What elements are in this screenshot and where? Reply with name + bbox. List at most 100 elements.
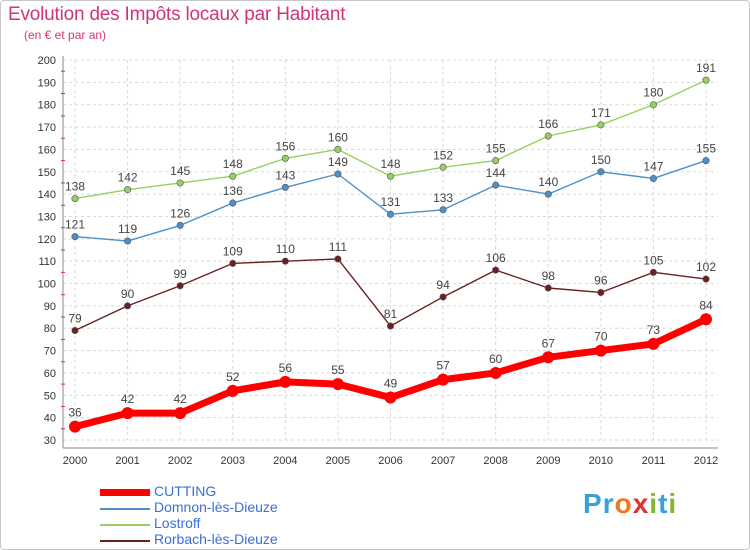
data-point-domnon-l-s-dieuze bbox=[334, 170, 342, 178]
y-tick-label: 110 bbox=[38, 256, 56, 268]
data-label-lostroff: 171 bbox=[591, 106, 611, 120]
y-tick-label: 180 bbox=[38, 100, 56, 112]
legend-item: Domnon-lès-Dieuze bbox=[100, 499, 360, 516]
data-point-cutting bbox=[331, 378, 344, 391]
legend-label: Lostroff bbox=[154, 515, 201, 531]
data-label-lostroff: 142 bbox=[118, 171, 138, 185]
y-tick-label: 50 bbox=[44, 390, 56, 402]
data-label-lostroff: 156 bbox=[275, 139, 295, 153]
data-label-rorbach-l-s-dieuze: 110 bbox=[276, 242, 295, 256]
data-point-rorbach-l-s-dieuze bbox=[544, 284, 552, 292]
data-point-rorbach-l-s-dieuze bbox=[124, 302, 132, 310]
data-point-lostroff bbox=[492, 157, 500, 165]
x-tick-label: 2005 bbox=[326, 455, 350, 467]
data-point-lostroff bbox=[71, 195, 79, 203]
y-tick-label: 200 bbox=[38, 55, 56, 67]
logo-letter: i bbox=[668, 488, 678, 519]
data-point-lostroff bbox=[334, 145, 342, 153]
logo-letter: t bbox=[658, 488, 669, 519]
y-tick-label: 170 bbox=[38, 122, 56, 134]
logo-letter: o bbox=[614, 488, 633, 519]
data-point-lostroff bbox=[649, 101, 657, 109]
data-label-lostroff: 148 bbox=[380, 157, 400, 171]
data-point-cutting bbox=[594, 344, 607, 357]
data-point-cutting bbox=[279, 375, 292, 388]
y-tick-label: 70 bbox=[44, 346, 56, 358]
data-point-domnon-l-s-dieuze bbox=[176, 221, 184, 229]
data-point-lostroff bbox=[176, 179, 184, 187]
y-tick-label: 130 bbox=[38, 211, 56, 223]
data-label-cutting: 70 bbox=[594, 330, 608, 344]
data-point-cutting bbox=[542, 351, 555, 364]
data-point-rorbach-l-s-dieuze bbox=[71, 326, 79, 334]
data-label-lostroff: 180 bbox=[643, 86, 663, 100]
y-tick-label: 80 bbox=[44, 323, 56, 335]
data-point-lostroff bbox=[702, 76, 710, 84]
data-label-domnon-l-s-dieuze: 126 bbox=[170, 206, 190, 220]
data-label-lostroff: 152 bbox=[433, 148, 453, 162]
data-label-rorbach-l-s-dieuze: 96 bbox=[594, 273, 608, 287]
data-label-domnon-l-s-dieuze: 155 bbox=[696, 142, 716, 156]
chart-subtitle: (en € et par an) bbox=[24, 28, 107, 42]
data-label-lostroff: 160 bbox=[328, 130, 348, 144]
data-label-rorbach-l-s-dieuze: 98 bbox=[542, 269, 556, 283]
data-label-domnon-l-s-dieuze: 143 bbox=[275, 168, 295, 182]
data-point-cutting bbox=[384, 391, 397, 404]
data-point-cutting bbox=[69, 420, 81, 433]
data-label-rorbach-l-s-dieuze: 90 bbox=[121, 287, 135, 301]
data-label-cutting: 56 bbox=[279, 361, 293, 375]
legend-swatch bbox=[100, 508, 150, 510]
data-label-domnon-l-s-dieuze: 119 bbox=[118, 222, 137, 236]
data-label-lostroff: 145 bbox=[170, 164, 190, 178]
data-point-cutting bbox=[174, 407, 187, 420]
y-tick-label: 100 bbox=[38, 279, 56, 291]
data-label-rorbach-l-s-dieuze: 81 bbox=[384, 307, 398, 321]
data-point-rorbach-l-s-dieuze bbox=[702, 275, 710, 283]
data-point-lostroff bbox=[597, 121, 605, 129]
data-label-lostroff: 166 bbox=[538, 117, 558, 131]
x-tick-label: 2011 bbox=[642, 455, 666, 467]
data-label-cutting: 57 bbox=[436, 359, 450, 373]
data-label-rorbach-l-s-dieuze: 105 bbox=[643, 253, 663, 267]
legend-item: Rorbach-lès-Dieuze bbox=[100, 531, 360, 548]
data-label-rorbach-l-s-dieuze: 109 bbox=[223, 244, 243, 258]
data-label-rorbach-l-s-dieuze: 94 bbox=[436, 278, 450, 292]
logo-letter: P bbox=[583, 488, 603, 519]
x-tick-label: 2002 bbox=[168, 455, 192, 467]
x-tick-label: 2004 bbox=[273, 455, 297, 467]
data-label-cutting: 52 bbox=[226, 370, 240, 384]
y-tick-label: 160 bbox=[38, 144, 56, 156]
data-point-rorbach-l-s-dieuze bbox=[386, 322, 394, 330]
data-point-domnon-l-s-dieuze bbox=[229, 199, 237, 207]
data-label-cutting: 49 bbox=[384, 377, 398, 391]
data-point-cutting bbox=[226, 384, 239, 397]
data-point-domnon-l-s-dieuze bbox=[492, 181, 500, 189]
data-label-lostroff: 191 bbox=[696, 61, 716, 75]
data-point-domnon-l-s-dieuze bbox=[649, 174, 657, 182]
y-tick-label: 90 bbox=[44, 301, 56, 313]
data-label-cutting: 60 bbox=[489, 352, 503, 366]
data-point-cutting bbox=[647, 337, 660, 350]
data-label-domnon-l-s-dieuze: 149 bbox=[328, 155, 348, 169]
proxiti-logo: Proxiti bbox=[583, 488, 677, 520]
data-label-domnon-l-s-dieuze: 131 bbox=[380, 195, 400, 209]
data-point-domnon-l-s-dieuze bbox=[702, 157, 710, 165]
logo-letter: i bbox=[649, 488, 659, 519]
data-point-rorbach-l-s-dieuze bbox=[334, 255, 342, 263]
data-point-cutting bbox=[489, 366, 502, 379]
legend-swatch bbox=[100, 489, 150, 496]
y-tick-label: 150 bbox=[38, 167, 56, 179]
data-point-lostroff bbox=[439, 163, 447, 171]
data-label-rorbach-l-s-dieuze: 99 bbox=[173, 267, 187, 281]
data-label-lostroff: 138 bbox=[65, 180, 85, 194]
data-point-rorbach-l-s-dieuze bbox=[492, 266, 500, 274]
data-label-cutting: 36 bbox=[68, 406, 82, 420]
data-label-rorbach-l-s-dieuze: 79 bbox=[68, 311, 82, 325]
legend-label: Rorbach-lès-Dieuze bbox=[154, 531, 278, 547]
y-tick-label: 120 bbox=[38, 234, 56, 246]
data-label-domnon-l-s-dieuze: 136 bbox=[223, 184, 243, 198]
data-point-rorbach-l-s-dieuze bbox=[229, 259, 237, 267]
x-tick-label: 2006 bbox=[378, 455, 402, 467]
